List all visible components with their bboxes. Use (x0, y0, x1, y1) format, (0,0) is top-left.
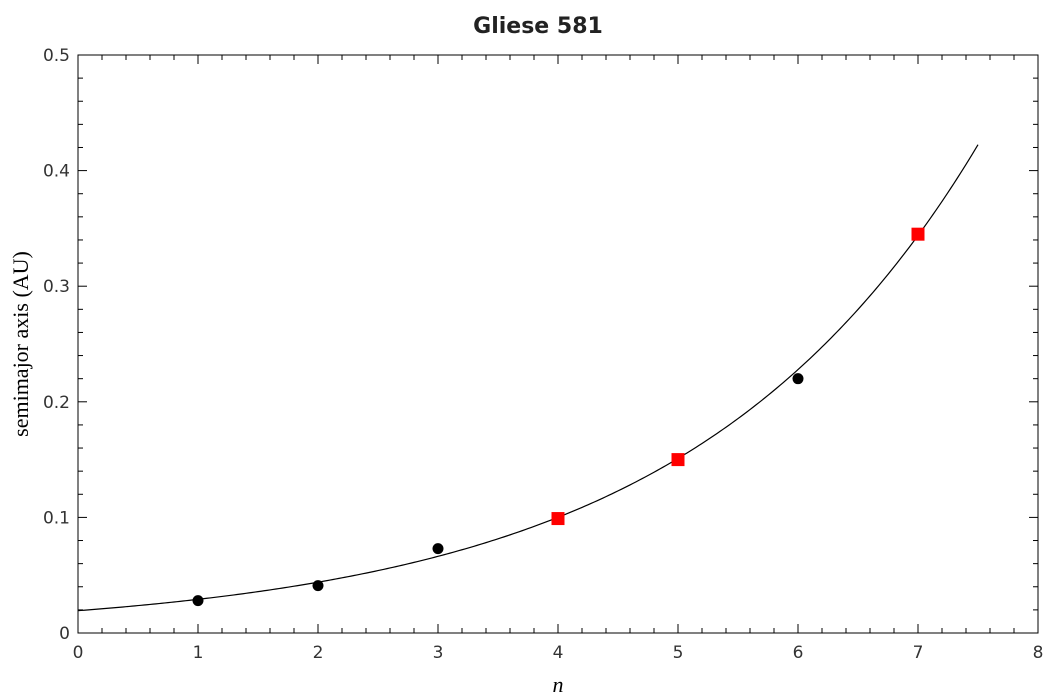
data-point-circle (792, 373, 804, 385)
x-tick-label: 8 (1033, 643, 1044, 663)
x-axis-label: n (553, 672, 564, 697)
x-tick-label: 6 (793, 643, 804, 663)
data-point-circle (192, 595, 204, 607)
x-tick-label: 2 (313, 643, 324, 663)
data-markers (192, 227, 925, 607)
y-tick-label: 0.2 (43, 393, 70, 413)
data-point-square (911, 227, 925, 241)
data-point-circle (312, 580, 324, 592)
data-point-square (671, 453, 685, 467)
x-tick-label: 3 (433, 643, 444, 663)
y-tick-label: 0 (59, 624, 70, 644)
x-tick-label: 0 (73, 643, 84, 663)
tick-labels: 0 1 2 3 4 5 6 7 8 0 0.1 0.2 0.3 0.4 0.5 (43, 46, 1043, 663)
y-tick-label: 0.4 (43, 162, 70, 182)
x-tick-label: 5 (673, 643, 684, 663)
data-point-square (551, 512, 565, 526)
plot-frame (77, 54, 1039, 634)
y-tick-label: 0.1 (43, 508, 70, 528)
axis-ticks (77, 54, 1039, 634)
y-tick-label: 0.5 (43, 46, 70, 66)
chart-title: Gliese 581 (473, 14, 603, 39)
data-point-circle (432, 543, 444, 555)
x-tick-label: 7 (913, 643, 924, 663)
x-tick-label: 4 (553, 643, 564, 663)
y-axis-label: semimajor axis (AU) (8, 251, 33, 437)
plot-area: 0 1 2 3 4 5 6 7 8 0 0.1 0.2 0.3 0.4 0.5 (43, 46, 1043, 663)
y-tick-label: 0.3 (43, 277, 70, 297)
x-tick-label: 1 (193, 643, 204, 663)
fit-curve (77, 144, 979, 612)
